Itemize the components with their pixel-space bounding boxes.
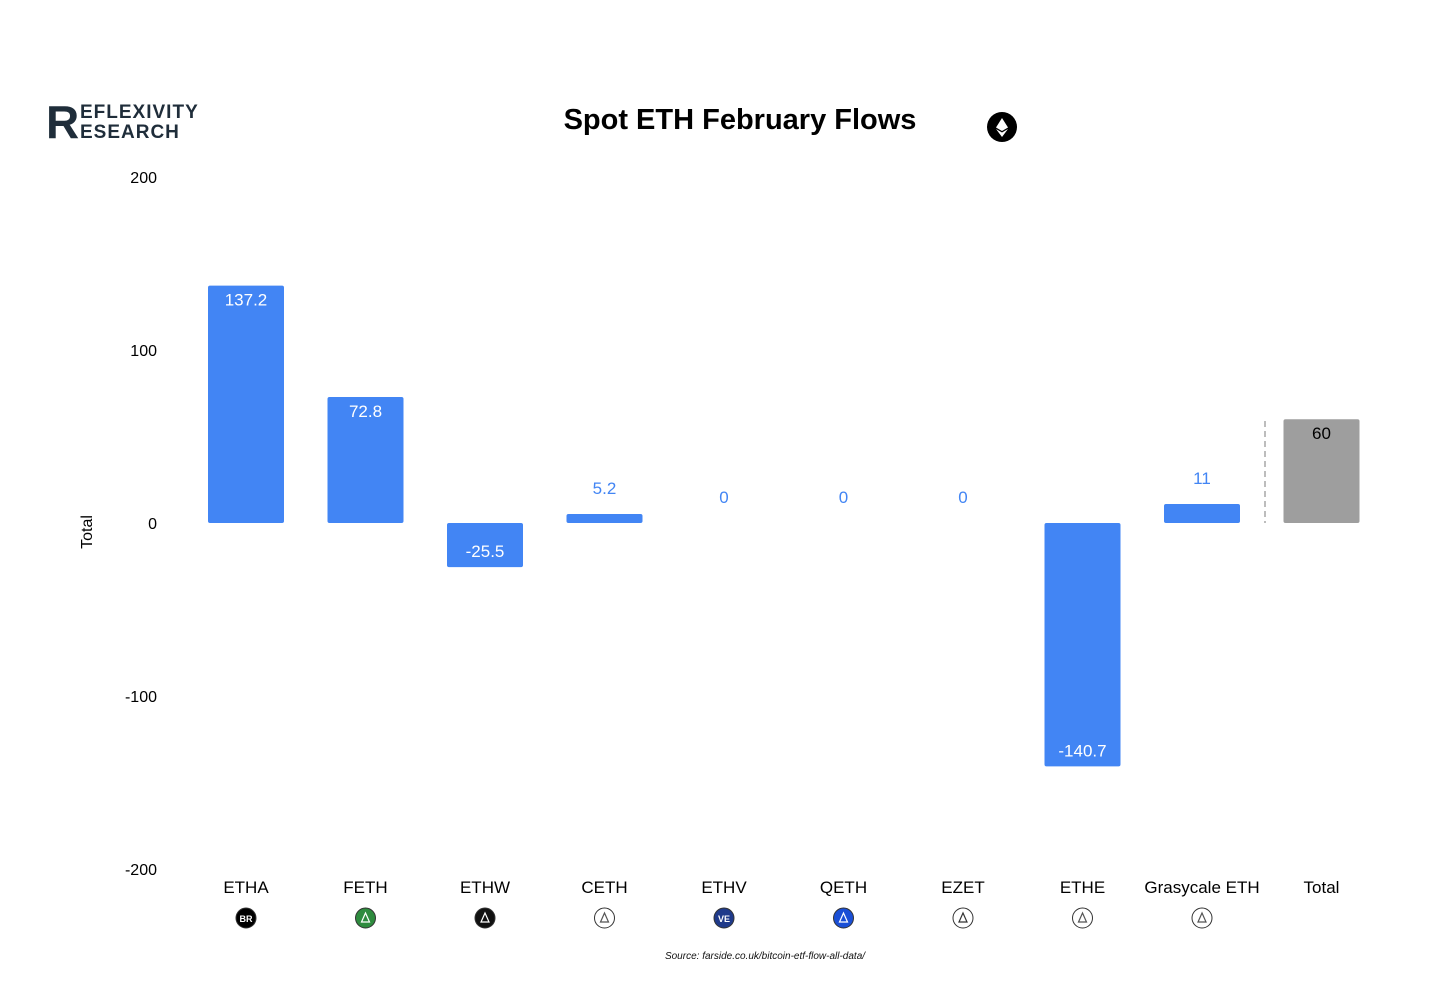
issuer-icons: BR VE — [235, 907, 1213, 929]
y-tick-label: 100 — [130, 343, 157, 360]
x-tick-label: ETHW — [460, 878, 510, 897]
y-tick-label: 0 — [148, 516, 157, 533]
x-tick-label: ETHV — [701, 878, 747, 897]
value-label: 72.8 — [349, 402, 382, 421]
vaneck-icon: VE — [713, 907, 735, 929]
x-tick-label: ETHE — [1060, 878, 1105, 897]
ethereum-icon — [987, 112, 1017, 142]
x-tick-label: QETH — [820, 878, 867, 897]
bar-feth — [327, 397, 404, 523]
x-tick-label: EZET — [941, 878, 984, 897]
bar-grasycale-eth — [1164, 503, 1240, 523]
blackrock-icon: BR — [235, 907, 257, 929]
franklin-icon — [833, 907, 854, 929]
x-tick-label: Grasycale ETH — [1144, 878, 1259, 897]
y-axis-ticks: 200 100 0 -100 -200 — [125, 170, 157, 879]
y-tick-label: -100 — [125, 689, 157, 706]
logo-line-1: EFLEXIVITY — [80, 102, 199, 123]
y-axis-label: Total — [79, 515, 96, 549]
x-tick-label: Total — [1304, 878, 1340, 897]
value-labels: 137.2 72.8 -25.5 5.2 0 0 0 -140.7 11 60 — [225, 291, 1331, 761]
value-label: 0 — [958, 488, 967, 507]
x-tick-label: CETH — [581, 878, 627, 897]
invesco-icon — [594, 907, 615, 929]
blackrock-icon-text: BR — [240, 914, 253, 924]
x-tick-label: FETH — [343, 878, 387, 897]
grayscale-icon — [1072, 907, 1093, 929]
value-label: 5.2 — [593, 479, 617, 498]
21shares-icon — [952, 907, 974, 929]
bar-etha — [208, 285, 284, 523]
grayscale-mini-icon — [1191, 907, 1213, 929]
value-label: 11 — [1193, 469, 1211, 488]
value-label: 0 — [719, 488, 728, 507]
bar-total — [1283, 419, 1360, 523]
bar-ceth — [566, 514, 643, 523]
vaneck-icon-text: VE — [718, 914, 730, 924]
value-label: 137.2 — [225, 291, 268, 310]
bar-ethe — [1044, 523, 1121, 767]
logo-letter: R — [46, 96, 80, 148]
bars — [208, 285, 1360, 767]
bitwise-icon — [474, 907, 496, 929]
logo-line-2: ESEARCH — [80, 122, 180, 143]
x-tick-label: ETHA — [223, 878, 269, 897]
value-label: -140.7 — [1058, 741, 1106, 760]
value-label: 0 — [839, 488, 848, 507]
reflexivity-logo: R EFLEXIVITY ESEARCH — [46, 99, 216, 145]
y-tick-label: 200 — [130, 170, 157, 187]
source-note: Source: farside.co.uk/bitcoin-etf-flow-a… — [664, 951, 866, 962]
y-tick-label: -200 — [125, 862, 157, 879]
value-label: -25.5 — [466, 542, 505, 561]
chart-title: Spot ETH February Flows — [563, 104, 917, 136]
bar-ethw — [447, 523, 523, 568]
x-axis-labels: ETHA FETH ETHW CETH ETHV QETH EZET ETHE Grasycal… — [223, 878, 1339, 897]
fidelity-icon — [355, 907, 376, 929]
value-label: 60 — [1312, 424, 1331, 443]
